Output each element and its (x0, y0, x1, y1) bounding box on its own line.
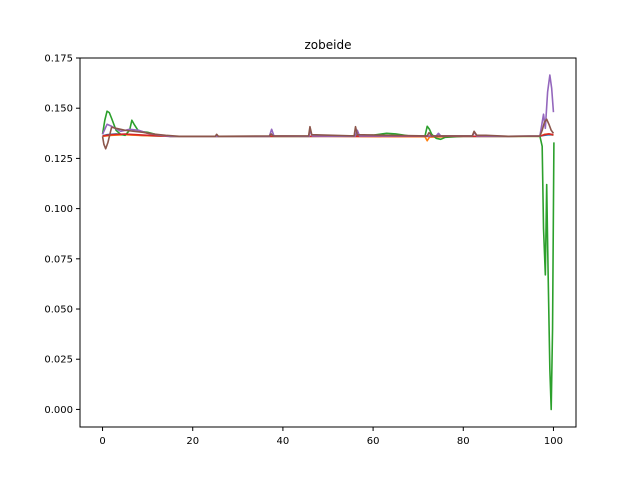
y-tick-label: 0.000 (44, 405, 73, 416)
x-tick-label: 20 (186, 436, 199, 447)
series-layer (101, 74, 555, 411)
x-tick-label: 60 (367, 436, 380, 447)
y-tick-label: 0.125 (44, 154, 73, 165)
y-tick-label: 0.025 (44, 355, 73, 366)
x-tick-label: 80 (457, 436, 470, 447)
x-tick-label: 40 (277, 436, 290, 447)
chart-title: zobeide (305, 38, 352, 52)
y-tick-label: 0.050 (44, 305, 73, 316)
y-tick-label: 0.100 (44, 204, 73, 215)
plot-frame (79, 57, 577, 428)
x-axis: 0 20 40 60 80 100 (99, 427, 563, 447)
series-line-6 (101, 118, 555, 150)
y-axis: 0.000 0.025 0.050 0.075 0.100 0.125 0.150 0.175 (44, 54, 80, 416)
x-tick-label: 0 (99, 436, 105, 447)
y-tick-label: 0.075 (44, 254, 73, 265)
y-tick-label: 0.175 (44, 54, 73, 65)
x-tick-label: 100 (544, 436, 563, 447)
y-tick-label: 0.150 (44, 104, 73, 115)
